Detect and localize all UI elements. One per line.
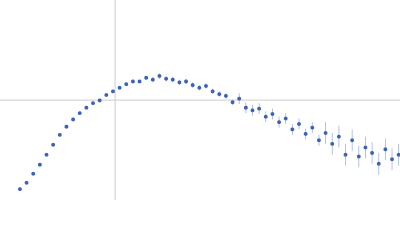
data-point: [91, 101, 95, 106]
chart: [0, 0, 400, 200]
data-point: [204, 84, 208, 88]
data-point: [250, 108, 255, 113]
data-point: [31, 171, 36, 176]
data-point: [330, 141, 335, 146]
data-point: [130, 79, 135, 84]
data-point: [157, 74, 162, 78]
data-point: [363, 145, 368, 150]
data-point: [343, 152, 348, 157]
data-point: [257, 106, 262, 111]
data-point: [44, 152, 49, 157]
data-point: [37, 162, 42, 167]
data-point: [190, 83, 195, 87]
data-point: [104, 93, 109, 97]
data-point: [224, 94, 228, 98]
data-point: [277, 120, 281, 125]
data-point: [137, 79, 142, 84]
data-point: [170, 77, 175, 82]
data-point: [383, 147, 388, 152]
data-point: [356, 154, 361, 159]
data-point: [184, 79, 188, 84]
data-point: [51, 142, 56, 147]
data-point: [84, 105, 89, 110]
data-point: [177, 80, 182, 85]
data-point: [270, 112, 275, 116]
data-point: [164, 76, 169, 81]
data-point: [230, 100, 235, 105]
data-point: [336, 134, 341, 139]
data-point: [237, 96, 242, 101]
data-point: [310, 125, 315, 130]
data-point: [317, 138, 321, 143]
data-point: [197, 85, 202, 90]
data-point: [217, 92, 222, 97]
data-point: [297, 122, 301, 126]
data-point: [18, 187, 22, 192]
page: {"chart_data": {"type": "scatter", "xlim…: [0, 0, 400, 200]
data-point: [144, 75, 149, 80]
data-point: [57, 132, 62, 137]
data-point: [376, 161, 381, 166]
data-point: [323, 131, 328, 135]
data-point: [396, 152, 400, 157]
data-point: [290, 127, 295, 132]
data-point: [210, 89, 215, 94]
data-point: [77, 111, 82, 116]
data-point: [150, 77, 155, 82]
data-point: [263, 114, 268, 119]
data-point: [24, 180, 29, 185]
data-point: [243, 105, 248, 110]
data-point: [370, 151, 374, 155]
data-point: [350, 138, 355, 143]
data-point: [97, 98, 102, 103]
data-point: [283, 116, 288, 121]
data-point: [64, 124, 69, 129]
data-point: [71, 117, 75, 122]
data-point: [303, 132, 308, 136]
data-point: [111, 89, 115, 94]
data-point: [117, 85, 122, 90]
data-point: [124, 82, 129, 87]
data-point: [390, 157, 394, 162]
